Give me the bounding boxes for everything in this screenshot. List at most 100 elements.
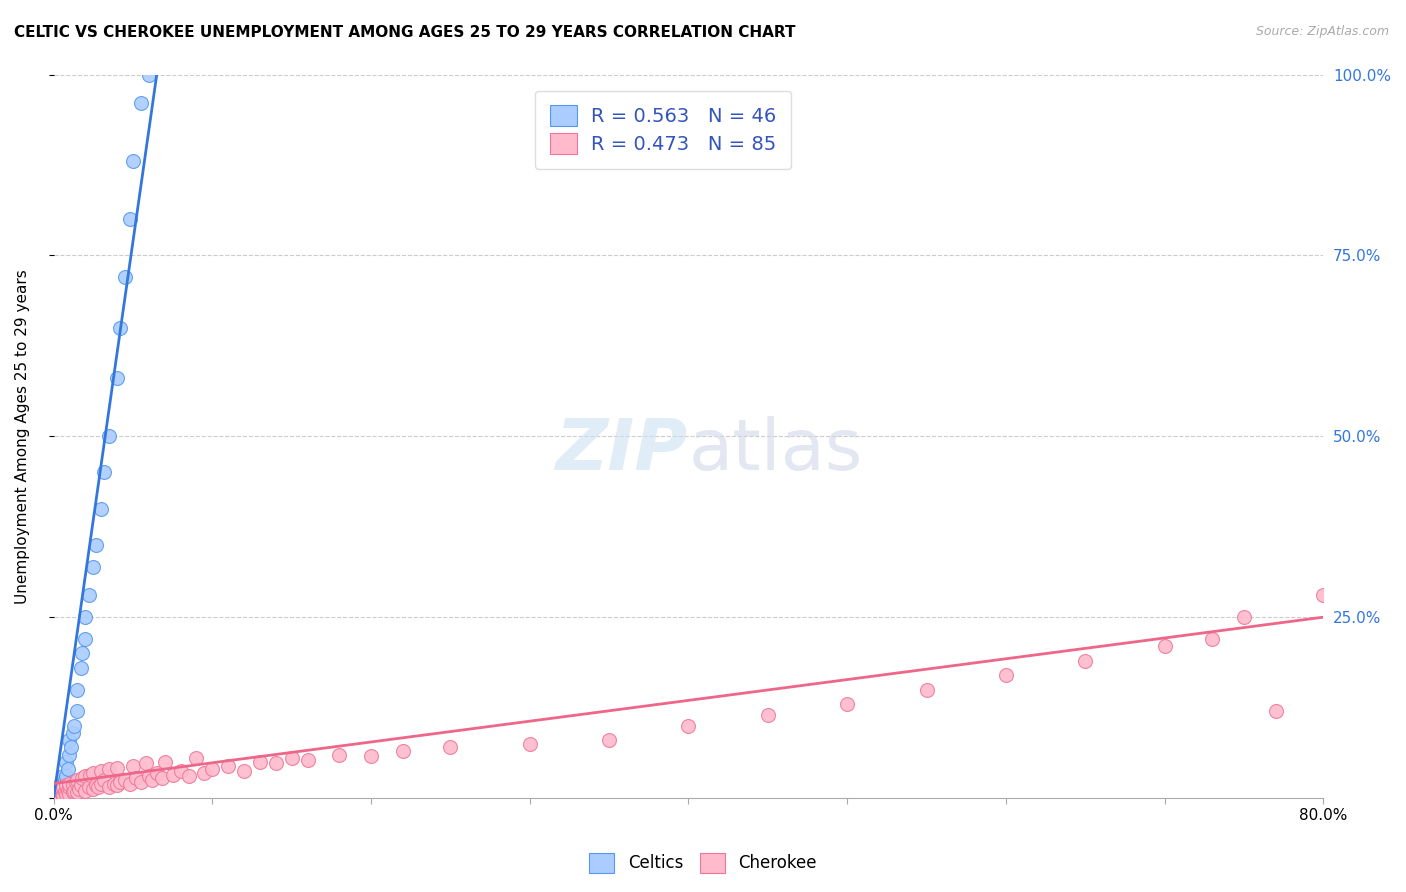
Cherokee	[122, 758, 145, 772]
Cherokee	[70, 771, 93, 785]
Celtics	[63, 719, 86, 733]
Cherokee	[994, 668, 1017, 682]
Celtics	[58, 747, 80, 762]
Celtics	[52, 769, 75, 783]
Cherokee	[110, 775, 132, 789]
Cherokee	[598, 733, 620, 747]
Cherokee	[118, 776, 141, 790]
Celtics	[122, 154, 145, 169]
Cherokee	[138, 769, 160, 783]
Cherokee	[98, 780, 121, 795]
Cherokee	[67, 782, 90, 797]
Cherokee	[150, 771, 173, 785]
Celtics	[93, 466, 115, 480]
Celtics	[86, 538, 108, 552]
Celtics	[98, 429, 121, 443]
Text: ZIP: ZIP	[557, 417, 689, 485]
Cherokee	[90, 764, 112, 778]
Cherokee	[177, 769, 200, 783]
Celtics	[51, 784, 73, 798]
Celtics	[44, 788, 66, 802]
Cherokee	[105, 778, 128, 792]
Celtics	[56, 762, 79, 776]
Celtics	[66, 704, 89, 718]
Cherokee	[75, 769, 97, 783]
Cherokee	[280, 751, 302, 765]
Cherokee	[93, 772, 115, 787]
Cherokee	[1264, 704, 1286, 718]
Celtics	[114, 270, 136, 285]
Cherokee	[249, 755, 271, 769]
Cherokee	[915, 682, 938, 697]
Cherokee	[58, 787, 80, 801]
Celtics	[118, 212, 141, 227]
Cherokee	[75, 784, 97, 798]
Cherokee	[756, 707, 779, 722]
Celtics	[49, 778, 72, 792]
Celtics	[58, 733, 80, 747]
Celtics	[60, 740, 83, 755]
Y-axis label: Unemployment Among Ages 25 to 29 years: Unemployment Among Ages 25 to 29 years	[15, 268, 30, 604]
Cherokee	[52, 780, 75, 795]
Cherokee	[678, 719, 700, 733]
Legend: Celtics, Cherokee: Celtics, Cherokee	[582, 847, 824, 880]
Cherokee	[103, 776, 125, 790]
Cherokee	[55, 778, 77, 792]
Celtics	[66, 682, 89, 697]
Text: atlas: atlas	[689, 417, 863, 485]
Celtics	[69, 661, 91, 675]
Cherokee	[63, 784, 86, 798]
Celtics	[48, 782, 70, 797]
Cherokee	[125, 771, 148, 785]
Legend: R = 0.563   N = 46, R = 0.473   N = 85: R = 0.563 N = 46, R = 0.473 N = 85	[536, 91, 792, 169]
Cherokee	[51, 782, 73, 797]
Celtics	[49, 785, 72, 799]
Cherokee	[217, 758, 239, 772]
Cherokee	[82, 765, 104, 780]
Celtics	[75, 610, 97, 624]
Cherokee	[141, 772, 163, 787]
Cherokee	[51, 788, 73, 802]
Cherokee	[193, 765, 215, 780]
Cherokee	[153, 755, 176, 769]
Cherokee	[66, 772, 89, 787]
Celtics	[44, 791, 66, 805]
Cherokee	[44, 791, 66, 805]
Cherokee	[45, 788, 67, 802]
Cherokee	[62, 778, 84, 792]
Cherokee	[53, 785, 76, 799]
Cherokee	[62, 785, 84, 799]
Cherokee	[82, 782, 104, 797]
Cherokee	[79, 768, 101, 782]
Cherokee	[297, 754, 319, 768]
Celtics	[48, 788, 70, 802]
Celtics	[82, 559, 104, 574]
Celtics	[90, 501, 112, 516]
Cherokee	[360, 749, 382, 764]
Cherokee	[87, 780, 110, 795]
Cherokee	[519, 737, 541, 751]
Cherokee	[146, 765, 169, 780]
Celtics	[77, 589, 100, 603]
Celtics	[55, 769, 77, 783]
Cherokee	[233, 764, 256, 778]
Celtics	[51, 772, 73, 787]
Cherokee	[90, 776, 112, 790]
Cherokee	[58, 780, 80, 795]
Celtics	[110, 320, 132, 334]
Cherokee	[56, 784, 79, 798]
Cherokee	[45, 791, 67, 805]
Cherokee	[66, 785, 89, 799]
Cherokee	[201, 762, 224, 776]
Cherokee	[391, 744, 413, 758]
Cherokee	[135, 756, 157, 771]
Cherokee	[55, 788, 77, 802]
Cherokee	[328, 747, 350, 762]
Cherokee	[49, 789, 72, 803]
Cherokee	[58, 776, 80, 790]
Cherokee	[86, 778, 108, 792]
Celtics	[52, 780, 75, 795]
Celtics	[105, 371, 128, 385]
Cherokee	[162, 768, 184, 782]
Celtics	[45, 789, 67, 803]
